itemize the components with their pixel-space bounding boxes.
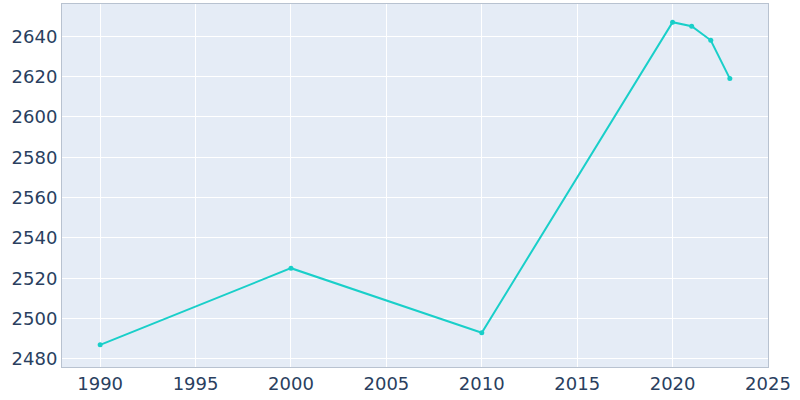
svg-text:2520: 2520: [12, 268, 58, 289]
svg-text:2620: 2620: [12, 66, 58, 87]
svg-text:2540: 2540: [12, 227, 58, 248]
svg-text:2020: 2020: [650, 373, 696, 394]
svg-text:2580: 2580: [12, 147, 58, 168]
svg-text:2005: 2005: [363, 373, 409, 394]
svg-text:2000: 2000: [268, 373, 314, 394]
svg-text:1995: 1995: [173, 373, 219, 394]
svg-text:2480: 2480: [12, 348, 58, 369]
svg-text:2010: 2010: [459, 373, 505, 394]
svg-text:2640: 2640: [12, 26, 58, 47]
svg-text:2500: 2500: [12, 308, 58, 329]
svg-text:1990: 1990: [77, 373, 123, 394]
svg-text:2015: 2015: [554, 373, 600, 394]
svg-text:2560: 2560: [12, 187, 58, 208]
svg-text:2600: 2600: [12, 106, 58, 127]
svg-text:2025: 2025: [745, 373, 791, 394]
